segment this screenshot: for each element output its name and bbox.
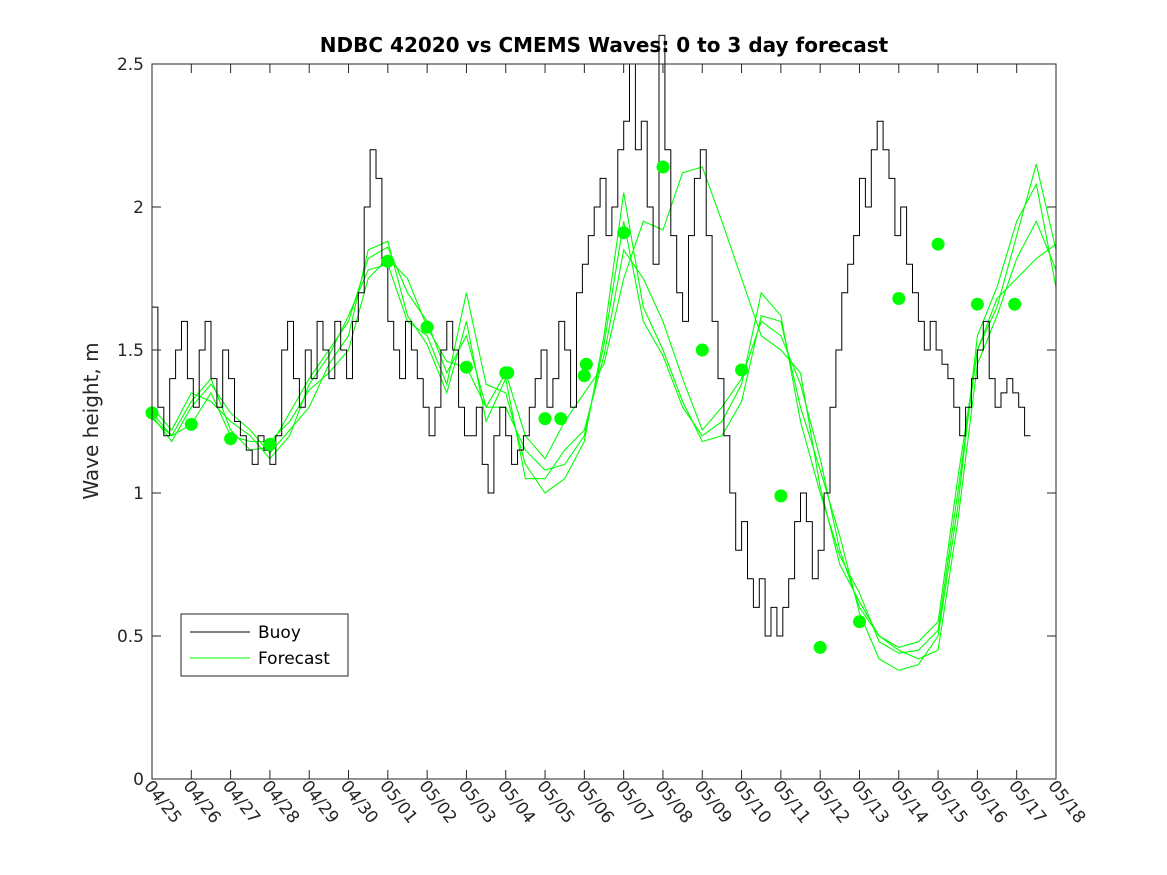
forecast-marker [617,226,631,240]
x-tick-label: 05/04 [493,777,539,828]
x-tick-label: 05/07 [611,777,657,828]
y-tick-label: 1.5 [117,341,144,361]
forecast-marker [853,615,866,629]
x-tick-label: 04/28 [257,777,303,828]
y-axis: 0 0.5 1 1.5 2 2.5 [117,55,1056,790]
y-tick-label: 0.5 [117,627,144,647]
forecast-line-2 [151,182,1057,671]
forecast-marker [224,432,238,446]
x-tick-label: 04/30 [336,777,382,828]
x-tick-label: 05/13 [847,777,893,828]
x-tick-label: 05/03 [454,777,500,828]
x-tick-label: 04/27 [218,777,264,828]
forecast-marker [931,237,945,251]
forecast-marker [263,437,277,451]
x-tick-label: 05/18 [1043,777,1089,828]
x-tick-label: 05/15 [926,777,972,828]
x-tick-label: 04/26 [179,777,225,828]
forecast-marker [656,160,670,174]
x-tick-label: 05/17 [1004,777,1050,828]
y-tick-label: 2 [133,198,144,218]
forecast-marker [420,320,434,334]
x-tick-label: 05/01 [375,777,421,828]
legend-box [180,613,349,677]
forecast-marker [459,360,473,374]
chart-title: NDBC 42020 vs CMEMS Waves: 0 to 3 day fo… [320,33,889,57]
forecast-marker [577,369,591,383]
y-tick-label: 1 [133,484,144,504]
x-axis: 04/2504/2604/2704/2804/2904/3005/0105/02… [139,64,1089,828]
buoy-line [152,34,1031,637]
forecast-marker [774,489,788,503]
forecast-marker [501,366,515,380]
x-tick-label: 05/12 [808,777,854,828]
x-tick-label: 05/06 [572,777,618,828]
forecast-marker [892,292,906,305]
x-tick-label: 05/08 [650,777,696,828]
x-tick-label: 04/29 [297,777,343,828]
x-tick-label: 05/10 [729,777,775,828]
forecast-line-0 [151,166,1057,648]
x-tick-label: 05/05 [532,777,578,828]
forecast-marker [381,254,395,268]
forecast-marker [735,363,749,377]
plot-frame [151,63,1057,780]
forecast-marker [695,343,709,357]
x-tick-label: 05/02 [415,777,461,828]
legend: Buoy Forecast [180,613,349,677]
forecast-marker [579,357,593,371]
plot-series [145,34,1057,671]
x-tick-label: 05/09 [690,777,736,828]
forecast-marker [184,417,198,431]
forecast-line-1 [151,219,1057,660]
forecast-marker [813,640,827,654]
y-tick-label: 2.5 [117,55,144,75]
forecast-marker [538,412,552,426]
y-axis-label: Wave height, m [79,342,103,499]
legend-label-forecast: Forecast [258,649,330,669]
y-tick-label: 0 [133,770,144,790]
legend-label-buoy: Buoy [258,623,301,643]
x-tick-label: 05/11 [768,777,814,828]
forecast-line-3 [151,163,1057,654]
x-tick-label: 05/16 [965,777,1011,828]
x-tick-label: 05/14 [886,777,932,828]
forecast-marker [554,412,568,426]
forecast-marker [1008,297,1022,311]
x-tick-label: 04/25 [139,777,185,828]
forecast-marker [970,297,984,311]
